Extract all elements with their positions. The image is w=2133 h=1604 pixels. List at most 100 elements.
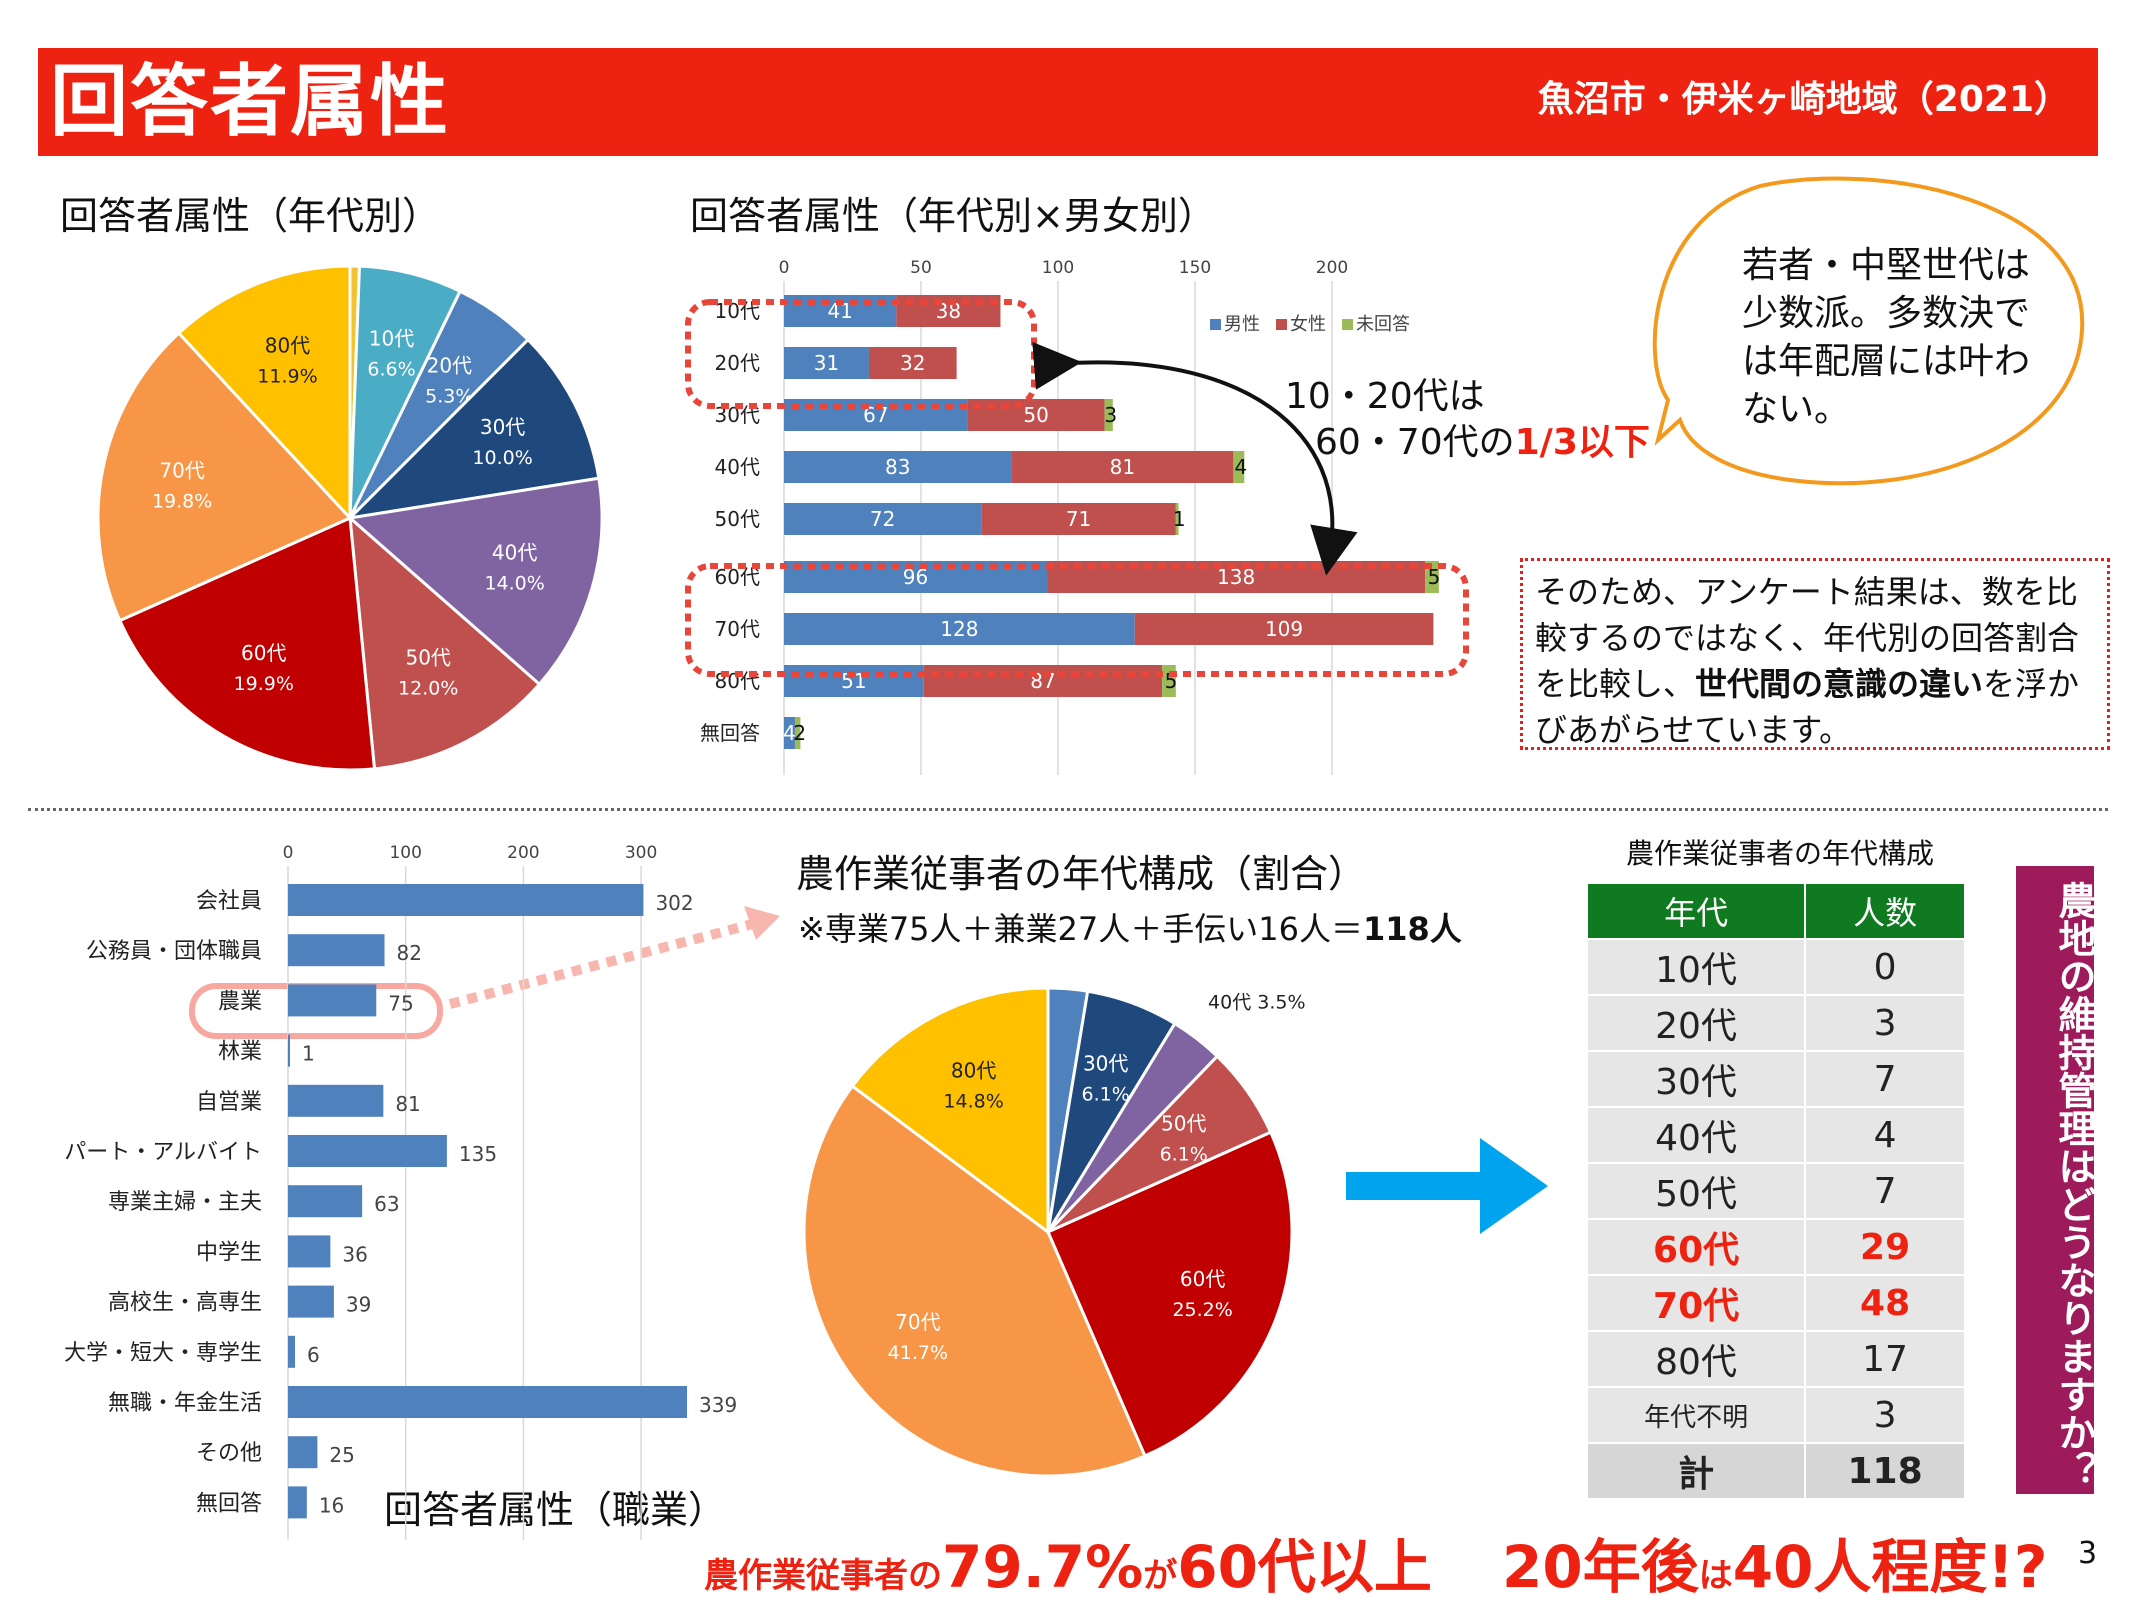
table-total-label: 計 [1585,1442,1807,1500]
callout-text: 若者・中堅世代は少数派。多数決では年配層には叶わない。 [1742,245,2031,430]
category-label: 無職・年金生活 [108,1391,262,1416]
table-cell-age: 年代不明 [1585,1386,1807,1444]
table-cell-count: 29 [1804,1218,1966,1276]
pie-slice [802,1084,1147,1478]
table-row: 30代 7 [1585,1050,1966,1108]
header-bar: 回答者属性 魚沼市・伊米ヶ崎地域（2021） [38,48,2098,156]
table-cell-count: 17 [1804,1330,1966,1388]
pie-label: 50代 [1161,1112,1206,1136]
legend-swatch [1210,319,1221,330]
bar-value-label: 81 [1110,455,1135,479]
table-cell-count: 3 [1804,994,1966,1052]
table-cell-age: 20代 [1585,994,1807,1052]
bar-value-label: 67 [863,403,888,427]
bar-value-label: 109 [1265,617,1303,641]
x-tick-label: 100 [389,843,421,863]
category-label: 無回答 [700,721,760,745]
table-cell-age: 80代 [1585,1330,1807,1388]
bar-value-label: 25 [329,1443,354,1467]
category-label: 80代 [715,669,760,693]
bar-value-label: 6 [307,1343,320,1367]
x-tick-label: 100 [1042,258,1074,278]
table-cell-count: 4 [1804,1106,1966,1164]
category-label: 高校生・高専生 [108,1291,262,1316]
category-label: 自営業 [196,1090,262,1115]
bar [288,1436,318,1469]
pie-value-label: 14.0% [484,573,544,595]
table-cell-count: 48 [1804,1274,1966,1332]
pie-slice [1046,1130,1294,1458]
pie-slice [345,337,601,521]
age-pie-chart: 無回答0.6%10代6.6%20代5.3%30代10.0%40代14.0%50代… [96,264,604,772]
bar-value-label: 4 [783,721,796,745]
bar-segment [784,451,1012,483]
bar-value-label: 72 [870,507,895,531]
age-gender-title: 回答者属性（年代別×男女別） [690,194,1216,238]
pie-label: 10代 [369,327,414,351]
table-row: 40代 4 [1585,1106,1966,1164]
table-row: 50代 7 [1585,1162,1966,1220]
category-label: 40代 [715,455,760,479]
bar [288,1235,331,1268]
job-chart-title: 回答者属性（職業） [384,1488,727,1532]
pie-label: 60代 [1180,1267,1225,1291]
bar-value-label: 4 [1234,455,1247,479]
pie-value-label: 19.8% [152,491,212,513]
pie-value-label: 6.1% [1160,1144,1208,1166]
table-total-row: 計 118 [1585,1442,1966,1500]
table-cell-age: 60代 [1585,1218,1807,1276]
category-label: 70代 [715,617,760,641]
category-label: 20代 [715,351,760,375]
pie-value-label: 12.0% [398,677,458,699]
pie-slice [850,986,1050,1235]
legend-swatch [1342,319,1353,330]
farm-conclusion: 農作業従事者の79.7%が60代以上 [704,1533,1432,1601]
right-arrow-icon [1346,1138,1548,1234]
table-cell-count: 0 [1804,938,1966,996]
table-title: 農作業従事者の年代構成 [1625,837,1934,870]
category-label: 30代 [715,403,760,427]
bar [288,884,644,916]
bar [288,1335,296,1368]
x-tick-label: 0 [779,258,790,278]
category-label: 50代 [715,507,760,531]
farm-subtitle: ※専業75人＋兼業27人＋手伝い16人＝118人 [798,910,1462,948]
pie-label: 20代 [427,353,472,377]
table-cell-age: 50代 [1585,1162,1807,1220]
legend-swatch [1276,319,1287,330]
category-label: 農業 [218,989,262,1014]
pie-value-label: 5.3% [425,385,473,407]
bar-value-label: 16 [319,1493,344,1517]
category-label: 専業主婦・主夫 [108,1190,262,1215]
bar-segment [784,503,982,535]
table-row: 20代 3 [1585,994,1966,1052]
bar-value-label: 339 [699,1393,737,1417]
legend-label: 未回答 [1356,314,1410,335]
bar [288,934,385,967]
page-title: 回答者属性 [50,57,451,147]
bar [288,984,377,1017]
pie-value-label: 10.0% [472,447,532,469]
job-bar-chart: 0 100 200 300 会社員 302 公務員・団体職員 82 農業 75 林業 1 自営業 81 パー… [64,843,737,1540]
bar-value-label: 50 [1023,403,1048,427]
bar-value-label: 2 [793,721,806,745]
bar-value-label: 5 [1428,565,1441,589]
bar-value-label: 96 [903,565,928,589]
pie-label: 30代 [480,415,525,439]
pie-label: 60代 [241,641,286,665]
bar-value-label: 87 [1030,669,1055,693]
table-header-age: 年代 [1585,882,1807,940]
bar-value-label: 51 [841,669,866,693]
bar [288,1084,384,1117]
table-cell-age: 10代 [1585,938,1807,996]
category-label: 会社員 [196,889,262,914]
farm-pie-title: 農作業従事者の年代構成（割合） [796,852,1367,896]
age-pie-title: 回答者属性（年代別） [60,194,441,238]
legend-label: 男性 [1224,314,1260,335]
table-row: 80代 17 [1585,1330,1966,1388]
bar-value-label: 39 [346,1293,371,1317]
table-cell-age: 30代 [1585,1050,1807,1108]
category-label: 中学生 [196,1240,262,1265]
pie-value-label: 6.1% [1082,1083,1130,1105]
bar-value-label: 83 [885,455,910,479]
